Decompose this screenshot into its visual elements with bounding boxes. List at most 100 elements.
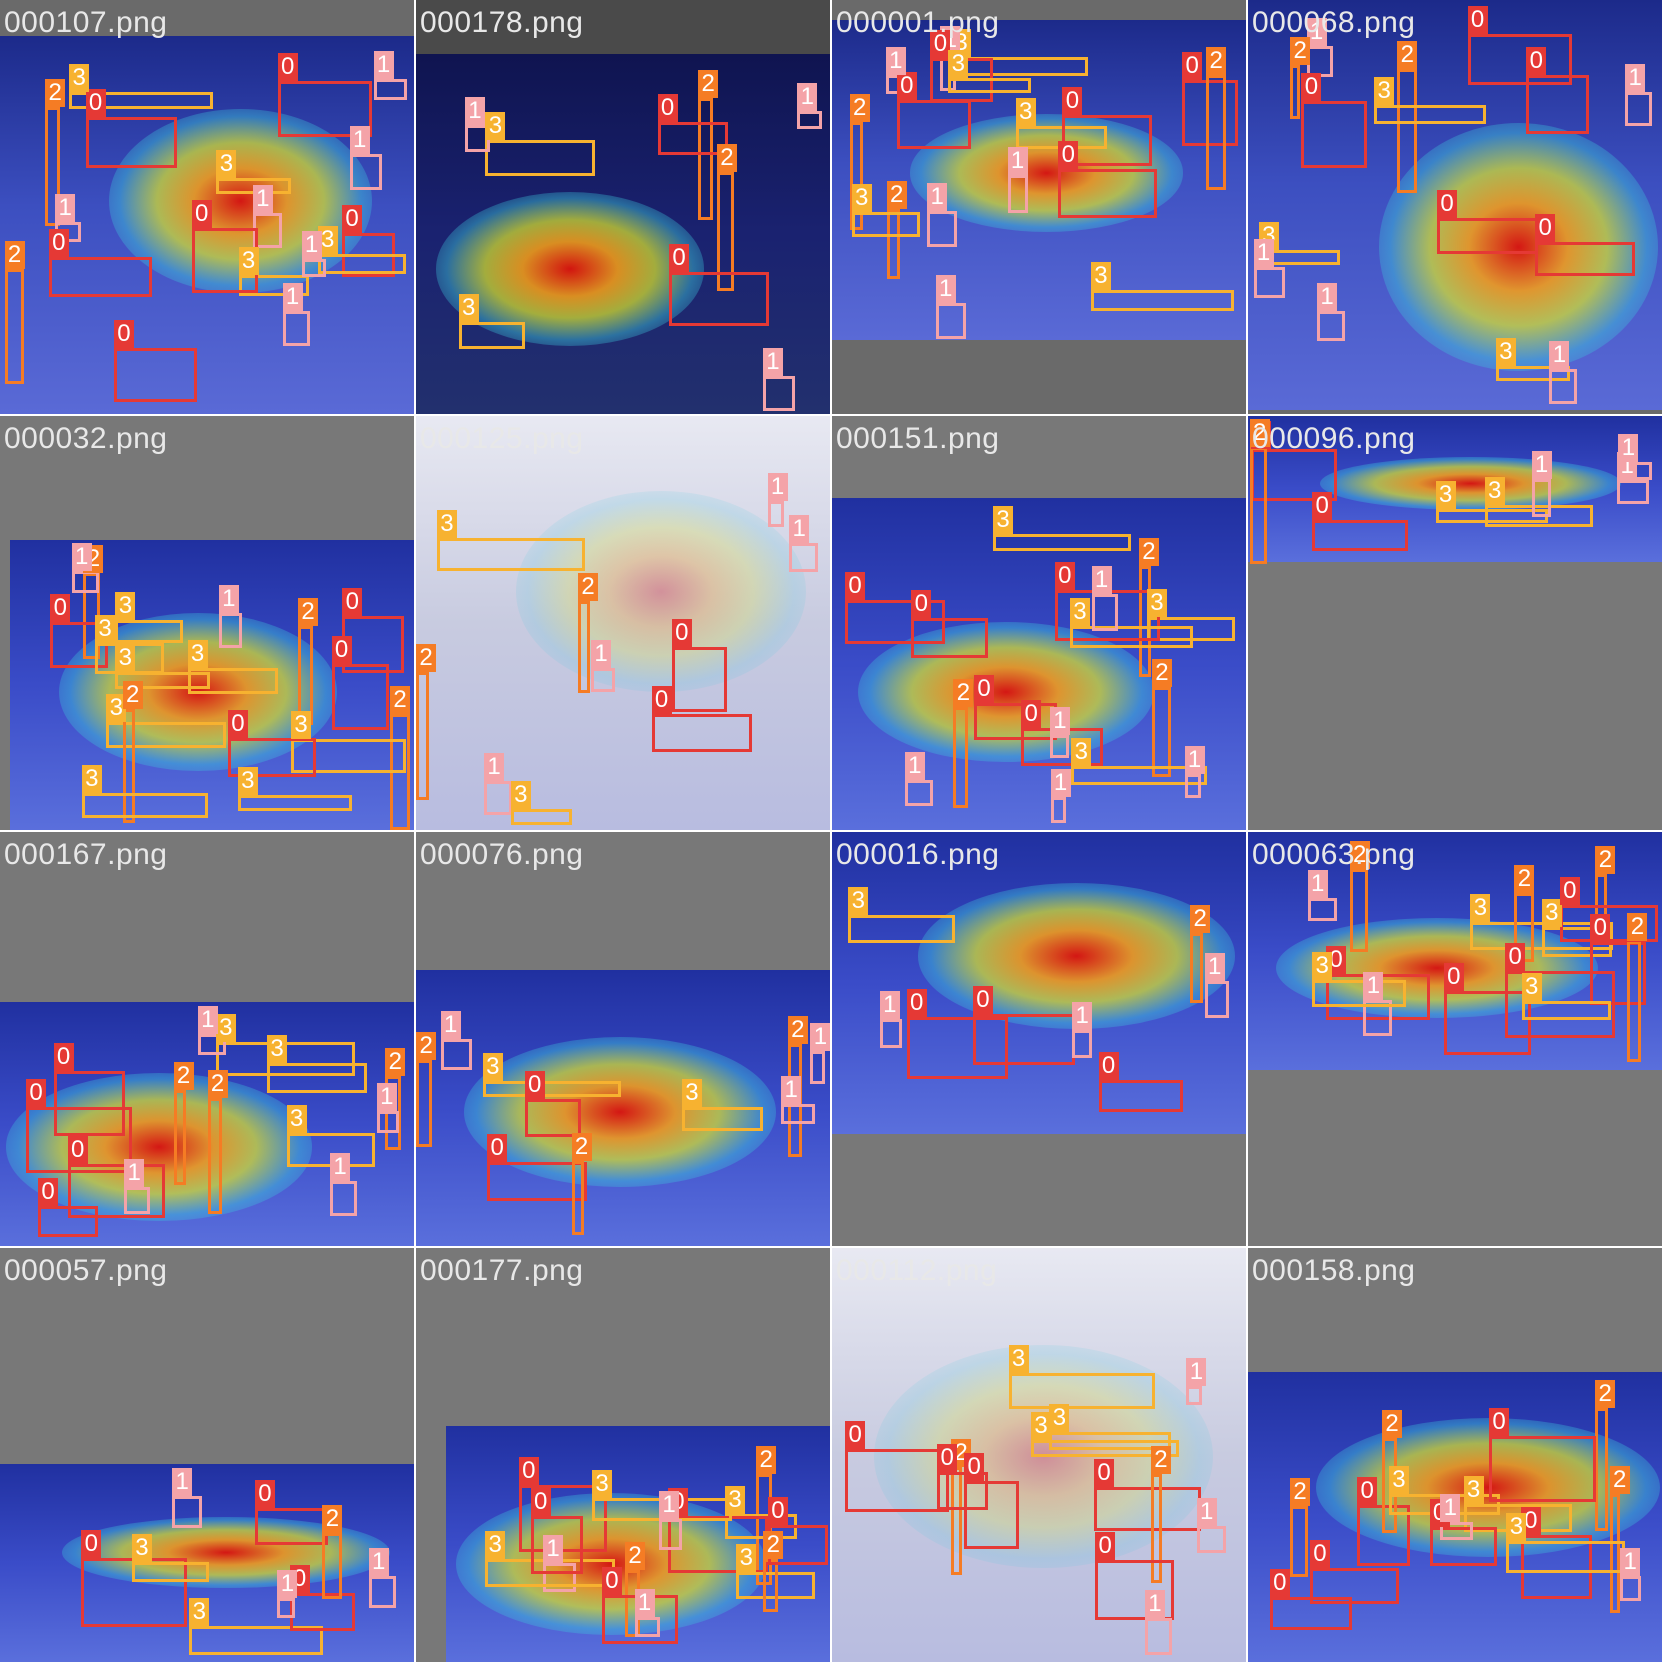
- detection-box-class-2: [1290, 1506, 1308, 1578]
- detection-box-class-1: [1091, 593, 1118, 631]
- detection-box-class-1: [376, 1111, 400, 1134]
- detection-box-class-1: [282, 311, 311, 346]
- detection-class-label: 2: [322, 1505, 343, 1534]
- detection-box-class-3: [1506, 1540, 1626, 1574]
- detection-box-class-1: [349, 153, 382, 191]
- detection-box-class-3: [1374, 104, 1487, 125]
- detection-class-label: 0: [671, 618, 692, 647]
- tile-filename: 000151.png: [836, 422, 1000, 455]
- detection-box-class-0: [38, 1206, 99, 1237]
- detection-class-label: 1: [464, 96, 485, 125]
- detection-class-label: 2: [625, 1542, 646, 1571]
- detection-class-label: 3: [436, 509, 457, 538]
- detection-class-label: 2: [1595, 846, 1616, 875]
- detection-class-label: 0: [669, 244, 690, 273]
- detection-box-class-2: [1595, 1407, 1609, 1531]
- detection-class-label: 1: [1307, 869, 1328, 898]
- detection-class-label: 3: [131, 1533, 152, 1562]
- detection-class-label: 0: [930, 29, 951, 58]
- detection-box-class-1: [368, 1575, 396, 1608]
- detection-box-class-3: [1008, 1372, 1156, 1409]
- detection-class-label: 3: [736, 1544, 757, 1572]
- detection-class-label: 0: [48, 229, 69, 258]
- detection-class-label: 2: [1382, 1410, 1403, 1439]
- detection-box-class-1: [277, 1597, 296, 1618]
- detection-class-label: 1: [301, 230, 322, 259]
- detection-class-label: 1: [55, 193, 76, 222]
- detection-class-label: 1: [781, 1076, 802, 1105]
- detection-class-label: 0: [1098, 1051, 1119, 1080]
- detection-class-label: 2: [716, 143, 737, 172]
- detection-class-label: 0: [972, 985, 993, 1014]
- detection-box-class-2: [1397, 68, 1418, 193]
- detection-class-label: 3: [1435, 480, 1456, 509]
- detection-box-class-3: [1069, 626, 1193, 649]
- detection-class-label: 1: [543, 1534, 564, 1563]
- detection-class-label: 2: [173, 1061, 194, 1090]
- tile-filename: 000068.png: [1252, 6, 1416, 39]
- detection-class-label: 1: [252, 184, 273, 213]
- detection-class-label: 1: [172, 1468, 193, 1497]
- detection-class-label: 0: [1489, 1408, 1510, 1437]
- detection-box-class-1: [197, 1033, 226, 1055]
- mosaic-tile: 2 2 3 0 1 3 0 3 3 2 2 3 0 1 3 0 3 3 000032.png: [0, 416, 414, 830]
- detection-class-label: 1: [591, 639, 612, 668]
- detection-class-label: 0: [1094, 1459, 1115, 1488]
- detection-class-label: 3: [286, 1105, 307, 1134]
- detection-class-label: 0: [906, 988, 927, 1017]
- detection-box-class-0: [845, 1448, 949, 1512]
- detection-class-label: 0: [767, 1496, 788, 1525]
- detection-box-class-2: [1190, 932, 1203, 1003]
- detection-class-label: 0: [1526, 47, 1547, 76]
- detection-box-class-1: [1307, 897, 1337, 922]
- detection-class-label: 3: [216, 149, 237, 178]
- tile-filename: 000016.png: [836, 838, 1000, 871]
- detection-class-label: 1: [1549, 340, 1570, 369]
- detection-box-class-1: [810, 1051, 825, 1084]
- detection-class-label: 2: [756, 1445, 777, 1474]
- detection-class-label: 2: [698, 69, 719, 98]
- detection-class-label: 1: [282, 283, 303, 312]
- detection-class-label: 3: [81, 765, 102, 794]
- detection-class-label: 3: [458, 294, 479, 323]
- mosaic-tile: 220300122033001000158.png: [1248, 1248, 1662, 1662]
- detection-box-class-2: [4, 268, 25, 385]
- scene-image: [416, 970, 830, 1246]
- detection-class-label: 0: [1467, 6, 1488, 35]
- detection-box-class-2: [571, 1161, 584, 1235]
- mosaic-tile: 3 0 0 2 0 1 1 1 000016.png: [832, 832, 1246, 1246]
- detection-class-label: 0: [530, 1488, 551, 1517]
- detection-class-label: 1: [904, 751, 925, 780]
- detection-class-label: 2: [1138, 538, 1159, 567]
- tile-filename: 000063.png: [1252, 838, 1416, 871]
- detection-class-label: 2: [122, 680, 143, 709]
- detection-class-label: 2: [1349, 840, 1370, 869]
- detection-box-class-0: [911, 617, 988, 658]
- detection-class-label: 3: [95, 614, 116, 643]
- detection-box-class-1: [172, 1496, 203, 1528]
- detection-class-label: 2: [578, 572, 599, 601]
- mosaic-tile: 2 0 0 3 1 1 1 1 2 3 000125.png: [416, 416, 830, 830]
- detection-class-label: 1: [1253, 238, 1274, 267]
- detection-box-class-2: [716, 171, 734, 292]
- detection-class-label: 3: [1521, 973, 1542, 1002]
- detection-box-class-1: [1549, 368, 1577, 405]
- detection-class-label: 2: [1190, 904, 1211, 933]
- detection-box-class-0: [1535, 241, 1635, 276]
- detection-class-label: 0: [26, 1079, 47, 1108]
- detection-box-class-1: [591, 667, 615, 692]
- detection-class-label: 2: [207, 1070, 228, 1099]
- detection-class-label: 1: [634, 1588, 655, 1617]
- detection-box-class-3: [485, 140, 596, 176]
- detection-class-label: 0: [67, 1135, 88, 1164]
- detection-class-label: 3: [1374, 76, 1395, 105]
- detection-box-class-0: [524, 1098, 582, 1137]
- detection-box-class-1: [767, 501, 784, 527]
- detection-class-label: 3: [238, 247, 259, 276]
- tile-filename: 000076.png: [420, 838, 584, 871]
- detection-box-class-0: [1437, 217, 1538, 255]
- detection-class-label: 1: [1196, 1497, 1217, 1526]
- detection-class-label: 1: [1204, 953, 1225, 982]
- detection-class-label: 3: [1071, 738, 1092, 767]
